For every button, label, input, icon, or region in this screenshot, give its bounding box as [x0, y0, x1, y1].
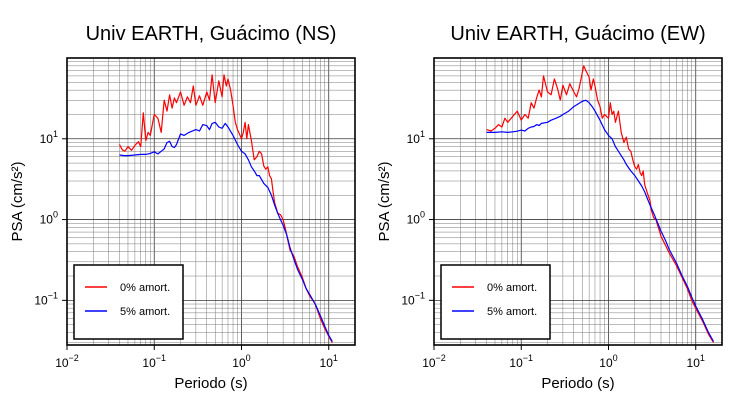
chart-1-x-tick-label: 100 [599, 353, 617, 370]
chart-0-plot-frame [66, 57, 356, 346]
tick-base: 10 [509, 356, 523, 370]
chart-1-legend: 0% amort. 5% amort. [440, 264, 551, 340]
tick-base: 10 [40, 213, 54, 227]
chart-0-y-tick-label: 10−1 [34, 290, 58, 307]
legend-label: 0% amort. [487, 282, 537, 294]
chart-0-series-undamped-line [118, 74, 333, 343]
chart-1-series-damped-line [486, 99, 715, 342]
tick-exponent: −1 [156, 353, 166, 363]
tick-base: 10 [407, 132, 421, 146]
chart-0-x-axis-label: Periodo (s) [174, 375, 247, 392]
tick-base: 10 [142, 356, 156, 370]
tick-exponent: 1 [53, 129, 58, 139]
chart-1-y-tick-label: 101 [407, 129, 425, 146]
tick-base: 10 [401, 293, 415, 307]
chart-0-x-tick-label: 10−1 [142, 353, 166, 370]
tick-exponent: −1 [48, 290, 58, 300]
chart-0-y-tick-label: 101 [40, 129, 58, 146]
legend-box [440, 264, 551, 340]
tick-base: 10 [687, 356, 701, 370]
tick-exponent: 1 [700, 353, 705, 363]
chart-0-x-tick-label: 10−2 [55, 353, 79, 370]
tick-base: 10 [55, 356, 69, 370]
chart-1-y-axis-label: PSA (cm/s²) [376, 161, 393, 241]
tick-base: 10 [34, 293, 48, 307]
tick-base: 10 [599, 356, 613, 370]
chart-1-title: Univ EARTH, Guácimo (EW) [450, 23, 705, 45]
tick-exponent: 0 [613, 353, 618, 363]
chart-1-x-tick-label: 10−1 [509, 353, 533, 370]
tick-base: 10 [232, 356, 246, 370]
tick-exponent: −1 [523, 353, 533, 363]
tick-base: 10 [407, 213, 421, 227]
chart-0-title: Univ EARTH, Guácimo (NS) [86, 23, 337, 45]
chart-0-y-axis-label: PSA (cm/s²) [9, 161, 26, 241]
legend-box [73, 264, 184, 340]
tick-base: 10 [422, 356, 436, 370]
chart-0-series-damped-line [119, 121, 333, 342]
tick-exponent: 1 [420, 129, 425, 139]
tick-exponent: 0 [420, 210, 425, 220]
chart-0-panel: Univ EARTH, Guácimo (NS)10−2 10−1 100 10110… [9, 23, 356, 392]
chart-0-x-tick-label: 101 [320, 353, 338, 370]
tick-base: 10 [320, 356, 334, 370]
chart-1-x-tick-label: 10−2 [422, 353, 446, 370]
chart-1-y-tick-label: 100 [407, 210, 425, 227]
tick-exponent: −2 [69, 353, 79, 363]
chart-1-x-axis-label: Periodo (s) [541, 375, 614, 392]
chart-0-grid [67, 58, 355, 345]
chart-1-x-tick-label: 101 [687, 353, 705, 370]
chart-1-panel: Univ EARTH, Guácimo (EW)10−2 10−1 100 10110… [376, 23, 723, 392]
tick-exponent: 1 [333, 353, 338, 363]
legend-label: 5% amort. [120, 306, 170, 318]
chart-1-plot-frame [433, 57, 723, 346]
chart-1-grid [434, 58, 722, 345]
chart-0-x-tick-label: 100 [232, 353, 250, 370]
chart-1-y-tick-label: 10−1 [401, 290, 425, 307]
tick-exponent: −2 [436, 353, 446, 363]
tick-exponent: −1 [415, 290, 425, 300]
chart-0-y-tick-label: 100 [40, 210, 58, 227]
chart-0-legend: 0% amort. 5% amort. [73, 264, 184, 340]
legend-label: 0% amort. [120, 282, 170, 294]
tick-exponent: 0 [53, 210, 58, 220]
legend-label: 5% amort. [487, 306, 537, 318]
tick-base: 10 [40, 132, 54, 146]
tick-exponent: 0 [246, 353, 251, 363]
